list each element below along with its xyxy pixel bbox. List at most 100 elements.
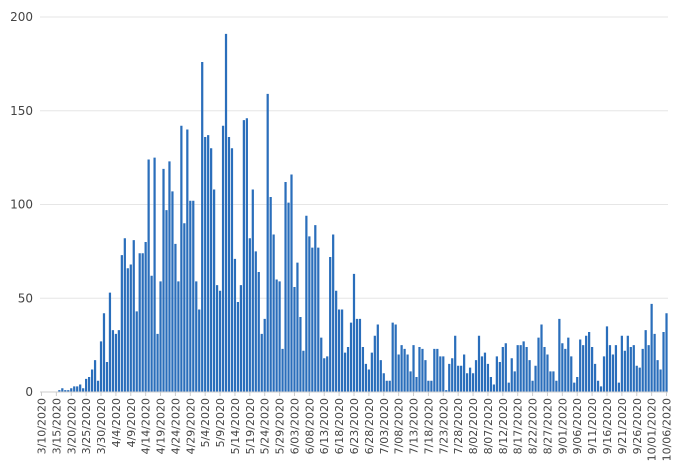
bar (236, 302, 240, 392)
bar (82, 388, 85, 392)
bar (218, 290, 222, 392)
bar (186, 129, 189, 392)
x-tick-label: 7/08/2020 (393, 398, 406, 454)
bar (647, 345, 650, 393)
bar (620, 335, 623, 392)
bar (602, 356, 606, 393)
bar (147, 159, 150, 392)
bar (305, 215, 308, 392)
bar (308, 236, 311, 393)
bar (332, 234, 335, 392)
bar (278, 281, 281, 393)
bar (373, 335, 376, 392)
x-tick-label: 9/01/2020 (556, 398, 569, 454)
bar (284, 182, 287, 392)
x-tick-label: 7/18/2020 (422, 398, 435, 454)
x-tick-label: 5/19/2020 (244, 398, 257, 454)
bar (355, 318, 359, 393)
bar (99, 341, 103, 393)
bar (623, 350, 626, 392)
bar (436, 348, 439, 393)
bar (376, 324, 379, 392)
bar (498, 362, 501, 392)
bar (650, 303, 653, 393)
bar (593, 363, 597, 393)
bar (192, 200, 195, 392)
bar (70, 388, 73, 392)
bar (108, 292, 112, 393)
bar (528, 360, 531, 393)
bar (242, 120, 245, 393)
bar (516, 345, 519, 393)
bar (614, 345, 618, 393)
bar (120, 255, 123, 393)
bar (397, 354, 400, 392)
bar (180, 125, 183, 392)
bar (352, 273, 356, 393)
bar (364, 363, 368, 393)
bar (492, 384, 495, 392)
bar (567, 337, 570, 393)
bar (448, 363, 451, 393)
x-tick-label: 7/28/2020 (452, 398, 465, 454)
bar (201, 62, 204, 392)
bar (442, 356, 445, 393)
bar (370, 352, 373, 393)
x-tick-label: 3/15/2020 (50, 398, 63, 454)
bar (248, 238, 251, 392)
bar (150, 275, 153, 392)
bar (335, 290, 338, 392)
y-tick-label: 200 (10, 10, 33, 24)
bar (510, 358, 513, 392)
bar (409, 371, 412, 393)
bar (346, 347, 350, 392)
bar (388, 380, 391, 392)
bar (93, 360, 97, 393)
bar (525, 347, 528, 392)
bar (114, 333, 118, 393)
bar (555, 380, 558, 392)
bar (135, 311, 138, 393)
x-tick-label: 9/26/2020 (631, 398, 644, 454)
bar (579, 339, 582, 392)
bar (296, 262, 299, 393)
bar (314, 225, 317, 393)
x-tick-label: 10/06/2020 (661, 398, 674, 461)
bar (85, 378, 88, 393)
bar (590, 347, 594, 392)
bar (177, 281, 180, 393)
x-tick-label: 9/21/2020 (616, 398, 629, 454)
bar (67, 390, 70, 393)
x-axis-ticks: 3/10/2020 3/15/2020 3/20/2020 3/25/2020 3/30… (35, 392, 674, 461)
bar (269, 197, 272, 392)
bar (629, 347, 632, 392)
bar (659, 369, 662, 392)
x-tick-label: 6/08/2020 (303, 398, 316, 454)
bar (489, 377, 493, 392)
bar (656, 360, 659, 393)
bar (570, 356, 573, 393)
x-tick-label: 7/03/2020 (378, 398, 391, 454)
x-tick-label: 9/16/2020 (601, 398, 614, 454)
bar (204, 137, 207, 392)
bar (195, 281, 198, 393)
bar (275, 279, 278, 392)
bar (87, 377, 91, 392)
bar (123, 238, 126, 392)
x-tick-label: 5/9/2020 (214, 398, 227, 447)
bar (576, 377, 579, 392)
bar (96, 380, 100, 392)
x-tick-label: 4/9/2020 (125, 398, 138, 447)
bar (522, 341, 525, 393)
bar (79, 384, 82, 392)
bar (665, 313, 668, 392)
bar (221, 125, 225, 392)
bar (632, 345, 635, 393)
x-tick-label: 5/4/2020 (199, 398, 212, 447)
bar (215, 285, 219, 393)
bar (61, 388, 64, 392)
bar (513, 371, 516, 393)
x-tick-label: 3/10/2020 (35, 398, 48, 454)
bar (644, 330, 647, 393)
bar (549, 371, 552, 393)
